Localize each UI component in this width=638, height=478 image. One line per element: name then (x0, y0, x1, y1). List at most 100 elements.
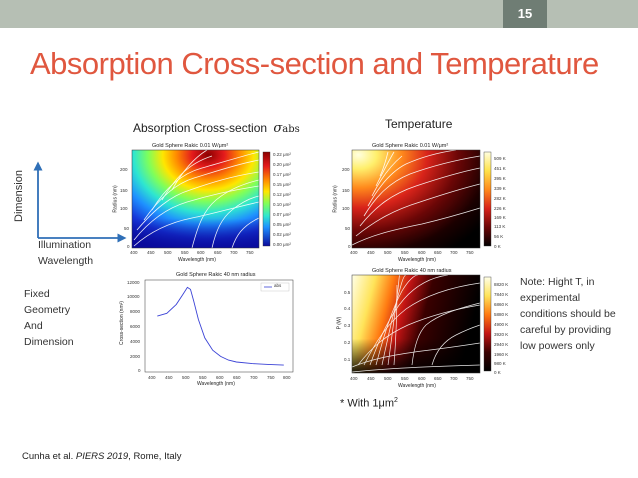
page-number: 15 (517, 6, 533, 21)
illumination-label: Illumination (38, 239, 92, 251)
right-note-line: low powers only (520, 340, 595, 352)
plot-title: Gold Sphere Rakic 0.01 W/μm² (372, 143, 449, 149)
axes-diagram (33, 161, 127, 243)
wavelength-label: Wavelength (38, 255, 94, 267)
with-note: * With 1μm2 (340, 397, 398, 410)
y-tick: 50 (345, 226, 351, 231)
right-note-line: conditions should be (520, 308, 616, 320)
right-note-line: Note: Hight T, in (520, 276, 595, 288)
x-tick: 550 (199, 375, 207, 380)
colorbar-tick: 0.07 μm² (273, 212, 291, 217)
axis-label-x: Wavelength (nm) (197, 381, 235, 387)
y-tick: 12000 (127, 280, 140, 285)
y-tick: 150 (342, 188, 350, 193)
colorbar-tick: 395 K (494, 176, 506, 181)
y-tick: 200 (342, 167, 350, 172)
colorbar-tick: 0 K (494, 370, 501, 375)
left-note-line: Geometry (24, 304, 71, 316)
sigma-symbol: σ (273, 121, 283, 136)
citation-journal: PIERS 2019 (75, 451, 129, 462)
y-tick: 0.4 (344, 306, 351, 311)
colorbar-tick: 4900 K (494, 322, 509, 327)
x-tick: 650 (434, 250, 442, 255)
axis-label-y: Radius (nm) (112, 185, 119, 213)
colorbar-tick: 0 K (494, 244, 501, 249)
x-tick: 700 (450, 376, 458, 381)
with-note-sup: 2 (394, 397, 398, 404)
y-tick: 4000 (130, 339, 141, 344)
colorbar-tick: 113 K (494, 224, 506, 229)
x-tick: 500 (384, 376, 392, 381)
colorbar-temperature (483, 151, 492, 247)
colorbar-tick: 7840 K (494, 292, 509, 297)
colorbar-tick: 56 K (494, 234, 504, 239)
y-tick: 0 (138, 368, 141, 373)
absorption-header: Absorption Cross-section σabs (133, 121, 300, 136)
axis-label-y: Radius (nm) (332, 185, 339, 213)
colorbar-tick: 169 K (494, 215, 506, 220)
x-tick: 750 (267, 375, 275, 380)
colorbar-tick: 339 K (494, 186, 506, 191)
citation-authors: Cunha et al. (22, 451, 76, 462)
x-tick: 650 (434, 376, 442, 381)
left-note-line: Dimension (24, 336, 74, 348)
colorbar-absorption (262, 151, 271, 247)
temperature-header: Temperature (385, 117, 453, 131)
x-tick: 450 (147, 250, 155, 255)
colorbar-tick: 2940 K (494, 342, 509, 347)
x-tick: 650 (214, 250, 222, 255)
colorbar-tick: 0.10 μm² (273, 202, 291, 207)
colorbar-tick: 282 K (494, 196, 506, 201)
x-tick: 500 (182, 375, 190, 380)
colorbar-tick: 0.05 μm² (273, 222, 291, 227)
absorption-header-text: Absorption Cross-section (133, 121, 268, 135)
colorbar-tick: 1960 K (494, 352, 509, 357)
colorbar-tick: 6860 K (494, 302, 509, 307)
x-tick: 800 (283, 375, 291, 380)
y-tick: 0.5 (344, 290, 351, 295)
colorbar-tick: 226 K (494, 206, 506, 211)
colorbar-tick: 451 K (494, 166, 506, 171)
colorbar-tick: 980 K (494, 361, 506, 366)
x-tick: 650 (233, 375, 241, 380)
x-tick: 750 (466, 376, 474, 381)
colorbar-tick: 0.20 μm² (273, 162, 291, 167)
x-tick: 600 (418, 376, 426, 381)
y-tick: 0.1 (344, 357, 351, 362)
x-tick: 750 (466, 250, 474, 255)
y-tick: 150 (120, 188, 128, 193)
y-tick: 8000 (130, 309, 141, 314)
citation: Cunha et al. PIERS 2019, Rome, Italy (22, 451, 182, 462)
x-tick: 400 (350, 250, 358, 255)
y-tick: 0 (348, 244, 351, 249)
y-tick: 6000 (130, 324, 141, 329)
y-tick: 2000 (130, 354, 141, 359)
x-tick: 600 (216, 375, 224, 380)
x-tick: 400 (130, 250, 138, 255)
dimension-label: Dimension (12, 170, 25, 222)
colorbar-tick: 3920 K (494, 332, 509, 337)
colorbar-tick: 0.22 μm² (273, 152, 291, 157)
colorbar-tick: 0.17 μm² (273, 172, 291, 177)
x-tick: 550 (181, 250, 189, 255)
colorbar-power (483, 276, 492, 372)
y-tick: 0.3 (344, 323, 351, 328)
axis-label-x: Wavelength (nm) (398, 383, 436, 389)
x-tick: 700 (230, 250, 238, 255)
series-line-abs (157, 286, 284, 366)
page-number-box (503, 0, 547, 28)
right-note-line: experimental (520, 292, 581, 304)
colorbar-tick: 0.02 μm² (273, 232, 291, 237)
citation-location: , Rome, Italy (128, 451, 182, 462)
right-note-line: careful by providing (520, 324, 612, 336)
x-tick: 700 (450, 250, 458, 255)
legend-box (260, 282, 290, 292)
colorbar-tick: 509 K (494, 156, 506, 161)
temperature-heatmap (351, 149, 481, 249)
x-tick: 450 (367, 376, 375, 381)
x-tick: 450 (165, 375, 173, 380)
axis-label-y: Cross-section (nm²) (118, 301, 125, 345)
legend-label: abs (274, 283, 282, 288)
x-tick: 700 (250, 375, 258, 380)
x-tick: 600 (197, 250, 205, 255)
